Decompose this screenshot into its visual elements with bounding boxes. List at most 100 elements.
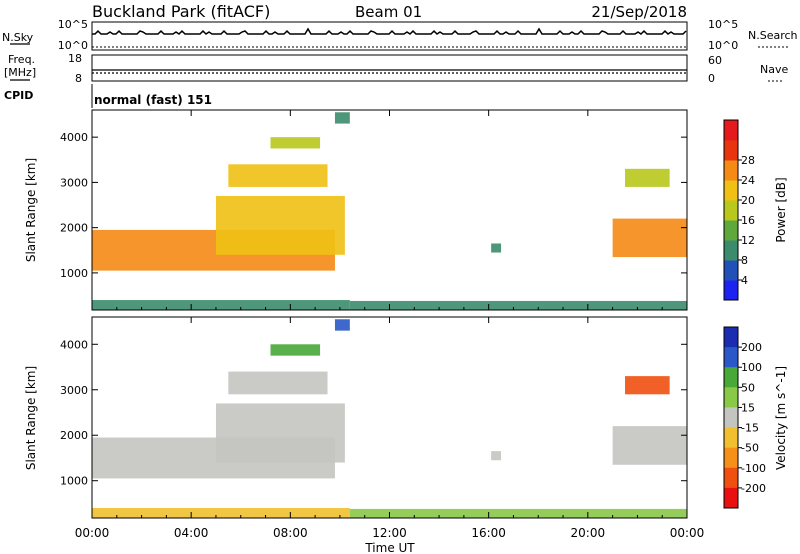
- nsky-tick-bottom: 10^0: [58, 39, 88, 52]
- scatter-region-1: [349, 508, 687, 518]
- scatter-region-0: [92, 300, 350, 310]
- scatter-region-4: [228, 164, 328, 187]
- colorbar-tick-label: 20: [741, 194, 755, 207]
- velocity-panel: [92, 319, 687, 518]
- colorbar-tick-label: -50: [741, 442, 759, 455]
- nsky-trace: [92, 27, 687, 35]
- colorbar-frame: [723, 326, 739, 509]
- cpid-text: normal (fast) 151: [94, 93, 212, 107]
- colorbar-swatch: [724, 260, 738, 281]
- power-colorbar: 4 8 12 16 20 24 28: [723, 119, 755, 301]
- colorbar-swatch: [724, 487, 738, 509]
- x-tick-label: 00:00: [75, 526, 110, 540]
- nsky-panel-frame: [91, 21, 688, 51]
- freq-tick-top: 18: [68, 52, 82, 65]
- freq-axis-unit: [MHz]: [4, 66, 36, 79]
- date-label: 21/Sep/2018: [591, 3, 687, 21]
- colorbar-tick-label: 50: [741, 381, 755, 394]
- y-tick-label: 3000: [60, 384, 88, 397]
- x-tick-label: 12:00: [372, 526, 407, 540]
- x-tick-label: 08:00: [273, 526, 308, 540]
- scatter-region-1: [349, 300, 687, 310]
- colorbar-tick-label: 100: [741, 361, 762, 374]
- colorbar-swatch: [724, 240, 738, 261]
- power-panel: [92, 112, 687, 310]
- power-y-axis: 1000 2000 3000 4000: [60, 131, 687, 280]
- colorbar-swatch: [724, 160, 738, 181]
- scatter-region-9: [491, 451, 502, 461]
- colorbar-swatch: [724, 367, 738, 388]
- colorbar-swatch: [724, 120, 738, 141]
- velocity-colorbar: 200 100 50 15 -15 -50 -100 -200: [723, 326, 766, 509]
- nsearch-tick-bottom: 10^0: [708, 39, 738, 52]
- scatter-region-3: [215, 195, 345, 255]
- colorbar-tick-label: -100: [741, 462, 766, 475]
- nsearch-axis-label: N.Search: [748, 29, 798, 42]
- y-tick-label: 3000: [60, 176, 88, 189]
- colorbar-tick-label: 12: [741, 234, 755, 247]
- colorbar-tick-label: 16: [741, 214, 755, 227]
- freq-tick-bottom: 8: [75, 72, 82, 85]
- x-tick-label: 20:00: [571, 526, 606, 540]
- time-x-axis: 00:00 04:00 08:00 12:00 16:00 20:00 00:00: [75, 110, 705, 540]
- beam-label: Beam 01: [355, 3, 422, 21]
- nsearch-tick-top: 10^5: [708, 18, 738, 31]
- scatter-region-5: [270, 137, 321, 149]
- x-tick-label: 00:00: [670, 526, 705, 540]
- freq-axis-label: Freq.: [8, 53, 35, 66]
- colorbar-swatch: [724, 140, 738, 161]
- colorbar-tick-label: -15: [741, 422, 759, 435]
- scatter-region-7: [612, 218, 687, 258]
- colorbar-swatch: [724, 347, 738, 368]
- colorbar-frame: [723, 119, 739, 301]
- colorbar-swatch: [724, 407, 738, 429]
- nsky-tick-top: 10^5: [58, 18, 88, 31]
- colorbar-swatch: [724, 200, 738, 221]
- scatter-region-0: [92, 507, 350, 518]
- nave-tick-top: 60: [708, 54, 722, 67]
- velocity-y-axis-label: Slant Range [km]: [24, 366, 38, 470]
- y-tick-label: 4000: [60, 338, 88, 351]
- y-tick-label: 4000: [60, 131, 88, 144]
- scatter-region-3: [215, 403, 345, 463]
- scatter-region-6: [334, 112, 350, 124]
- scatter-region-4: [228, 371, 328, 395]
- colorbar-swatch: [724, 387, 738, 408]
- power-panel-frame: [91, 109, 688, 311]
- velocity-y-axis: 1000 2000 3000 4000: [60, 338, 687, 488]
- x-tick-label: 16:00: [471, 526, 506, 540]
- colorbar-swatch: [724, 447, 738, 469]
- freq-panel-frame: [91, 54, 688, 82]
- nave-tick-bottom: 0: [708, 72, 715, 85]
- scatter-region-8: [625, 168, 670, 187]
- y-tick-label: 1000: [60, 267, 88, 280]
- colorbar-swatch: [724, 220, 738, 241]
- y-tick-label: 2000: [60, 222, 88, 235]
- scatter-region-9: [491, 243, 502, 253]
- colorbar-swatch: [724, 427, 738, 449]
- scatter-region-5: [270, 344, 321, 356]
- colorbar-swatch: [724, 180, 738, 201]
- colorbar-tick-label: -200: [741, 482, 766, 495]
- power-colorbar-label: Power [dB]: [774, 177, 788, 242]
- scatter-region-8: [625, 376, 670, 395]
- colorbar-swatch: [724, 280, 738, 301]
- velocity-colorbar-label: Velocity [m s^-1]: [774, 366, 788, 470]
- colorbar-tick-label: 200: [741, 341, 762, 354]
- colorbar-tick-label: 28: [741, 154, 755, 167]
- x-axis-label: Time UT: [364, 541, 415, 554]
- colorbar-swatch: [724, 467, 738, 489]
- y-tick-label: 1000: [60, 475, 88, 488]
- y-tick-label: 2000: [60, 429, 88, 442]
- colorbar-tick-label: 15: [741, 401, 755, 414]
- power-y-axis-label: Slant Range [km]: [24, 158, 38, 262]
- colorbar-tick-label: 4: [741, 274, 748, 287]
- nave-axis-label: Nave: [760, 63, 788, 76]
- colorbar-tick-label: 24: [741, 174, 755, 187]
- station-title: Buckland Park (fitACF): [92, 2, 270, 21]
- x-tick-label: 04:00: [174, 526, 209, 540]
- colorbar-tick-label: 8: [741, 254, 748, 267]
- velocity-panel-frame: [91, 316, 688, 519]
- colorbar-swatch: [724, 327, 738, 348]
